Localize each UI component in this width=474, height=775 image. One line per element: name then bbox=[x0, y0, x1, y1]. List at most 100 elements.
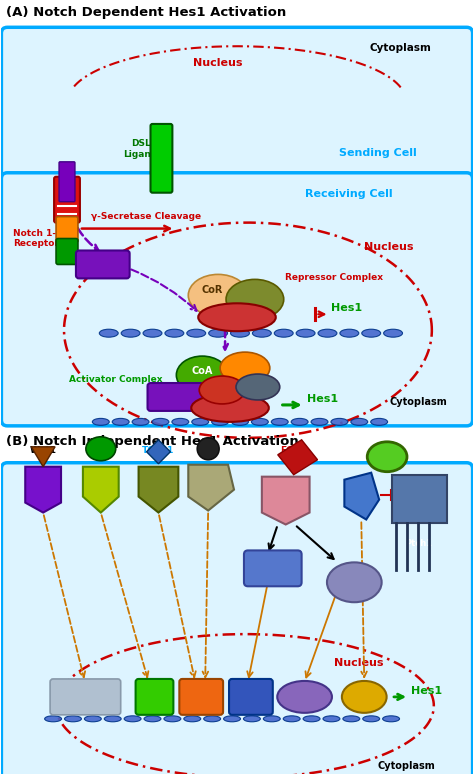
FancyBboxPatch shape bbox=[56, 239, 78, 264]
Text: CBF1: CBF1 bbox=[214, 398, 246, 408]
Ellipse shape bbox=[198, 303, 276, 331]
Text: Repressor Complex: Repressor Complex bbox=[285, 274, 383, 282]
Ellipse shape bbox=[172, 418, 189, 425]
Ellipse shape bbox=[197, 438, 219, 460]
Text: ??: ?? bbox=[146, 686, 163, 700]
Text: Shh: Shh bbox=[377, 446, 397, 455]
Ellipse shape bbox=[226, 280, 284, 319]
FancyBboxPatch shape bbox=[1, 463, 473, 775]
Text: Sending Cell: Sending Cell bbox=[339, 148, 417, 158]
Ellipse shape bbox=[383, 329, 402, 337]
Polygon shape bbox=[345, 473, 379, 519]
Ellipse shape bbox=[253, 329, 271, 337]
Ellipse shape bbox=[165, 329, 184, 337]
Polygon shape bbox=[138, 467, 178, 512]
Ellipse shape bbox=[367, 442, 407, 472]
Text: Hes1: Hes1 bbox=[331, 303, 363, 313]
Ellipse shape bbox=[176, 356, 228, 394]
Text: TGFR: TGFR bbox=[146, 480, 171, 490]
Text: Wnt1: Wnt1 bbox=[30, 446, 56, 455]
Ellipse shape bbox=[230, 329, 249, 337]
FancyBboxPatch shape bbox=[229, 679, 273, 715]
Text: NICD: NICD bbox=[88, 257, 117, 267]
Text: NFκB: NFκB bbox=[187, 689, 216, 699]
Text: Cytoplasm: Cytoplasm bbox=[389, 397, 447, 407]
Ellipse shape bbox=[327, 563, 382, 602]
Text: Receiving Cell: Receiving Cell bbox=[305, 188, 392, 198]
Polygon shape bbox=[83, 467, 118, 512]
Ellipse shape bbox=[331, 418, 348, 425]
FancyBboxPatch shape bbox=[179, 679, 223, 715]
Text: Nucleus: Nucleus bbox=[193, 58, 243, 68]
Ellipse shape bbox=[124, 716, 141, 722]
Ellipse shape bbox=[144, 716, 161, 722]
Ellipse shape bbox=[121, 329, 140, 337]
Text: Hes1: Hes1 bbox=[307, 394, 337, 404]
Text: AP-1: AP-1 bbox=[238, 689, 264, 699]
Text: (B) Notch Independent Hes1 Activation: (B) Notch Independent Hes1 Activation bbox=[6, 435, 299, 448]
Ellipse shape bbox=[363, 716, 380, 722]
FancyBboxPatch shape bbox=[1, 173, 473, 425]
Text: DSL
Ligand: DSL Ligand bbox=[123, 140, 158, 159]
Ellipse shape bbox=[152, 418, 169, 425]
Text: CoA: CoA bbox=[191, 366, 213, 376]
Ellipse shape bbox=[199, 376, 245, 404]
Polygon shape bbox=[188, 465, 234, 511]
Text: Ptch1: Ptch1 bbox=[405, 539, 432, 549]
FancyBboxPatch shape bbox=[50, 679, 121, 715]
Text: Nucleus: Nucleus bbox=[364, 243, 414, 253]
Ellipse shape bbox=[212, 418, 228, 425]
Text: CoR: CoR bbox=[201, 285, 223, 295]
Text: TGFβ1: TGFβ1 bbox=[142, 446, 174, 455]
Text: Notch 1-4
Receptors: Notch 1-4 Receptors bbox=[13, 229, 64, 248]
FancyBboxPatch shape bbox=[147, 383, 203, 411]
Text: p300: p300 bbox=[210, 382, 235, 391]
Ellipse shape bbox=[204, 716, 220, 722]
Ellipse shape bbox=[188, 274, 248, 316]
Text: Activator Complex: Activator Complex bbox=[69, 375, 163, 384]
Ellipse shape bbox=[283, 716, 300, 722]
Ellipse shape bbox=[184, 716, 201, 722]
Ellipse shape bbox=[132, 418, 149, 425]
Text: Nucleus: Nucleus bbox=[335, 658, 384, 668]
Ellipse shape bbox=[311, 418, 328, 425]
Ellipse shape bbox=[86, 437, 116, 460]
Polygon shape bbox=[146, 439, 170, 463]
Polygon shape bbox=[25, 467, 61, 512]
FancyBboxPatch shape bbox=[1, 27, 473, 187]
Ellipse shape bbox=[192, 418, 209, 425]
Text: γ-Secretase Cleavage: γ-Secretase Cleavage bbox=[91, 212, 201, 221]
FancyBboxPatch shape bbox=[151, 124, 173, 193]
Ellipse shape bbox=[271, 418, 288, 425]
FancyBboxPatch shape bbox=[56, 217, 78, 243]
Ellipse shape bbox=[383, 716, 400, 722]
Text: Cytoplasm: Cytoplasm bbox=[369, 43, 431, 53]
Ellipse shape bbox=[303, 716, 320, 722]
Ellipse shape bbox=[362, 329, 381, 337]
Text: ATF2: ATF2 bbox=[291, 689, 318, 699]
Text: FGFR: FGFR bbox=[273, 491, 299, 500]
Text: Smo: Smo bbox=[351, 487, 372, 497]
Ellipse shape bbox=[112, 418, 129, 425]
Text: HDac: HDac bbox=[241, 289, 269, 299]
FancyBboxPatch shape bbox=[136, 679, 173, 715]
Ellipse shape bbox=[277, 681, 332, 713]
FancyBboxPatch shape bbox=[54, 177, 80, 222]
Text: (A) Notch Dependent Hes1 Activation: (A) Notch Dependent Hes1 Activation bbox=[6, 6, 287, 19]
Ellipse shape bbox=[84, 716, 101, 722]
Ellipse shape bbox=[342, 681, 387, 713]
Ellipse shape bbox=[143, 329, 162, 337]
Polygon shape bbox=[31, 446, 55, 467]
Ellipse shape bbox=[340, 329, 359, 337]
Ellipse shape bbox=[92, 418, 109, 425]
Text: Fz2: Fz2 bbox=[35, 480, 52, 489]
Text: CBF1: CBF1 bbox=[221, 307, 253, 317]
Ellipse shape bbox=[274, 329, 293, 337]
Text: Cytoplasm: Cytoplasm bbox=[377, 760, 435, 770]
Text: Hes1: Hes1 bbox=[411, 686, 442, 696]
Ellipse shape bbox=[224, 716, 240, 722]
Text: NGF: NGF bbox=[198, 446, 219, 455]
Text: JNK: JNK bbox=[344, 574, 365, 584]
Ellipse shape bbox=[231, 418, 248, 425]
Ellipse shape bbox=[264, 716, 280, 722]
